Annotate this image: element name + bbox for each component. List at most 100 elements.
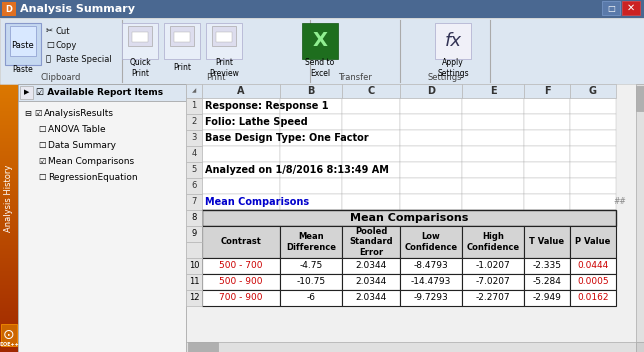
Bar: [0, 264, 18, 265]
Bar: [186, 342, 636, 352]
Bar: [400, 84, 462, 98]
Bar: [0, 107, 18, 108]
Bar: [570, 258, 616, 274]
Bar: [0, 290, 18, 291]
Bar: [342, 162, 400, 178]
Bar: [462, 226, 524, 258]
Text: 1: 1: [191, 101, 196, 111]
Bar: [0, 350, 18, 351]
Bar: [524, 162, 570, 178]
Bar: [0, 318, 18, 319]
Bar: [280, 290, 342, 306]
Text: Mean Comparisons: Mean Comparisons: [350, 213, 468, 223]
Bar: [570, 194, 616, 210]
Bar: [0, 121, 18, 122]
Bar: [0, 171, 18, 172]
Bar: [0, 188, 18, 189]
Bar: [202, 226, 280, 242]
Text: ✂: ✂: [46, 26, 53, 36]
Bar: [0, 182, 18, 183]
Bar: [0, 300, 18, 301]
Bar: [0, 282, 18, 283]
Bar: [0, 125, 18, 126]
Bar: [186, 146, 202, 162]
Bar: [0, 97, 18, 98]
Bar: [0, 278, 18, 279]
Bar: [0, 174, 18, 175]
Bar: [0, 122, 18, 123]
Bar: [186, 194, 202, 210]
Bar: [0, 193, 18, 194]
Bar: [462, 258, 524, 274]
Bar: [400, 258, 462, 274]
Bar: [0, 157, 18, 158]
Bar: [0, 313, 18, 314]
Bar: [0, 212, 18, 213]
Bar: [524, 226, 570, 242]
Text: -5.284: -5.284: [533, 277, 562, 287]
Bar: [186, 242, 202, 258]
Bar: [462, 210, 524, 226]
Bar: [0, 184, 18, 185]
Text: 2.0344: 2.0344: [355, 294, 386, 302]
Bar: [0, 297, 18, 298]
Bar: [0, 235, 18, 236]
Bar: [0, 333, 18, 334]
Bar: [0, 329, 18, 330]
Bar: [0, 136, 18, 137]
Bar: [0, 272, 18, 273]
Bar: [0, 324, 18, 325]
Bar: [0, 89, 18, 90]
Bar: [0, 191, 18, 192]
Bar: [202, 274, 280, 290]
Bar: [0, 189, 18, 190]
Bar: [0, 298, 18, 299]
Bar: [0, 311, 18, 312]
Bar: [0, 270, 18, 271]
Bar: [186, 84, 202, 98]
Bar: [0, 98, 18, 99]
Bar: [0, 187, 18, 188]
Bar: [0, 111, 18, 112]
Bar: [0, 257, 18, 258]
Text: ##: ##: [614, 197, 627, 207]
Bar: [0, 292, 18, 293]
Bar: [0, 87, 18, 88]
Bar: [636, 84, 644, 342]
Bar: [0, 339, 18, 340]
Bar: [280, 258, 342, 274]
Bar: [0, 115, 18, 116]
Bar: [280, 226, 342, 242]
Text: E: E: [489, 86, 497, 96]
Bar: [0, 178, 18, 179]
Bar: [400, 226, 462, 242]
Bar: [0, 165, 18, 166]
Bar: [0, 304, 18, 305]
Bar: [0, 162, 18, 163]
Bar: [0, 269, 18, 270]
Bar: [0, 293, 18, 294]
Text: Analyzed on 1/8/2016 8:13:49 AM: Analyzed on 1/8/2016 8:13:49 AM: [205, 165, 389, 175]
Bar: [0, 267, 18, 268]
Bar: [0, 156, 18, 157]
Bar: [0, 146, 18, 147]
Bar: [0, 114, 18, 115]
Bar: [0, 192, 18, 193]
Bar: [202, 258, 280, 274]
Bar: [0, 170, 18, 171]
Bar: [0, 247, 18, 248]
Bar: [0, 328, 18, 329]
Bar: [10, 26, 36, 56]
Bar: [0, 261, 18, 262]
Text: 12: 12: [189, 277, 199, 287]
Bar: [202, 194, 280, 210]
Bar: [0, 281, 18, 282]
Bar: [0, 213, 18, 214]
Bar: [280, 258, 342, 274]
Bar: [0, 94, 18, 95]
Bar: [0, 301, 18, 302]
Bar: [0, 344, 18, 345]
Bar: [0, 230, 18, 231]
Text: Send to
Excel: Send to Excel: [305, 58, 335, 78]
Bar: [202, 162, 280, 178]
